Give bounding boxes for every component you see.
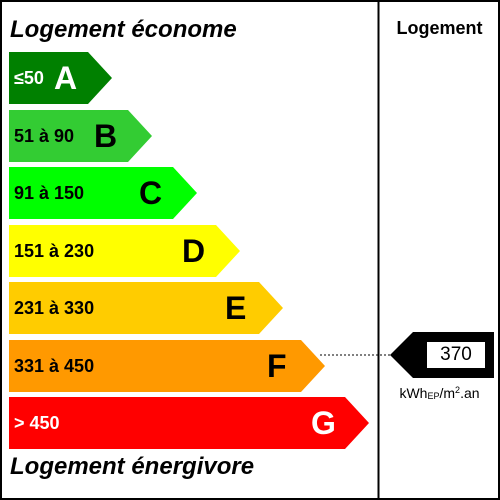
consumption-unit: kWhEP/m2.an	[379, 385, 500, 401]
energy-band-arrow-f	[9, 339, 325, 392]
band-range-label: 51 à 90	[14, 125, 75, 146]
band-letter: B	[94, 117, 118, 154]
band-range-label: 151 à 230	[14, 240, 95, 261]
unit-end: .an	[460, 385, 480, 401]
band-letter: C	[139, 175, 163, 211]
title-economical: Logement économe	[10, 16, 237, 43]
unit-base: kWh	[399, 385, 428, 401]
band-range-label: 231 à 330	[14, 298, 95, 318]
energy-band-arrow-b	[9, 109, 152, 162]
band-range-label: 91 à 150	[14, 183, 85, 203]
consumption-indicator: 370	[390, 332, 494, 378]
indicator-arrow-shape	[390, 332, 494, 378]
energy-band-f: 331 à 450 F	[9, 339, 325, 392]
energy-band-arrow-g	[9, 397, 369, 449]
indicator-value: 370	[440, 344, 472, 365]
energy-band-g: > 450 G	[9, 397, 369, 449]
energy-band-arrow-e	[9, 282, 283, 334]
band-range-label: ≤50	[14, 68, 44, 88]
band-letter: A	[54, 60, 78, 96]
band-range-label: 331 à 450	[14, 355, 95, 376]
unit-middle: /m	[439, 385, 456, 401]
unit-subscript: EP	[427, 391, 440, 401]
title-energy-intensive: Logement énergivore	[10, 453, 255, 480]
energy-band-a: ≤50 A	[9, 52, 112, 104]
unit-superscript: 2	[455, 385, 461, 395]
energy-band-arrow-a	[9, 52, 112, 104]
energy-band-e: 231 à 330 E	[9, 282, 283, 334]
band-letter: D	[182, 232, 206, 269]
energy-band-c: 91 à 150 C	[9, 167, 197, 219]
energy-band-b: 51 à 90 B	[9, 109, 152, 162]
band-letter: G	[311, 405, 336, 441]
band-letter: E	[225, 290, 247, 326]
band-letter: F	[267, 347, 287, 384]
energy-band-arrow-d	[9, 224, 240, 277]
energy-band-d: 151 à 230 D	[9, 224, 240, 277]
band-range-label: > 450	[14, 413, 60, 433]
energy-band-arrow-c	[9, 167, 197, 219]
column-header: Logement	[396, 18, 483, 38]
